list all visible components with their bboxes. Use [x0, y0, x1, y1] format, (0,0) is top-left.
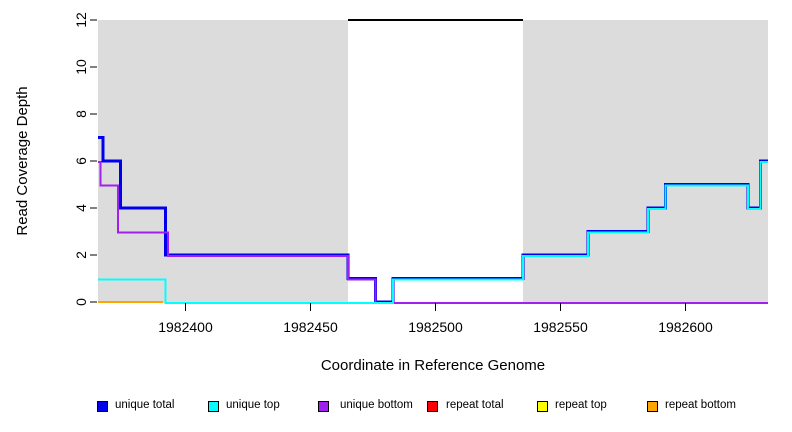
x-tick-label: 1982550	[533, 319, 588, 335]
y-tick-label: 4	[73, 204, 89, 212]
y-tick-label: 2	[73, 251, 89, 259]
y-tick-label: 10	[73, 59, 89, 75]
x-tick-label: 1982400	[158, 319, 213, 335]
series-line-unique-top	[98, 161, 768, 304]
y-tick-label: 8	[73, 110, 89, 118]
x-axis-title: Coordinate in Reference Genome	[321, 357, 545, 374]
x-tick-label: 1982600	[658, 319, 713, 335]
y-axis-title: Read Coverage Depth	[14, 86, 31, 235]
shaded-region	[98, 20, 348, 303]
y-tick-label: 12	[73, 12, 89, 28]
shaded-region	[523, 20, 768, 303]
series-line-unique-total	[98, 136, 768, 304]
x-tick-label: 1982450	[283, 319, 338, 335]
y-tick-label: 6	[73, 157, 89, 165]
series-line-unique-bottom	[98, 161, 768, 304]
y-tick-label: 0	[73, 298, 89, 306]
x-tick-label: 1982500	[408, 319, 463, 335]
